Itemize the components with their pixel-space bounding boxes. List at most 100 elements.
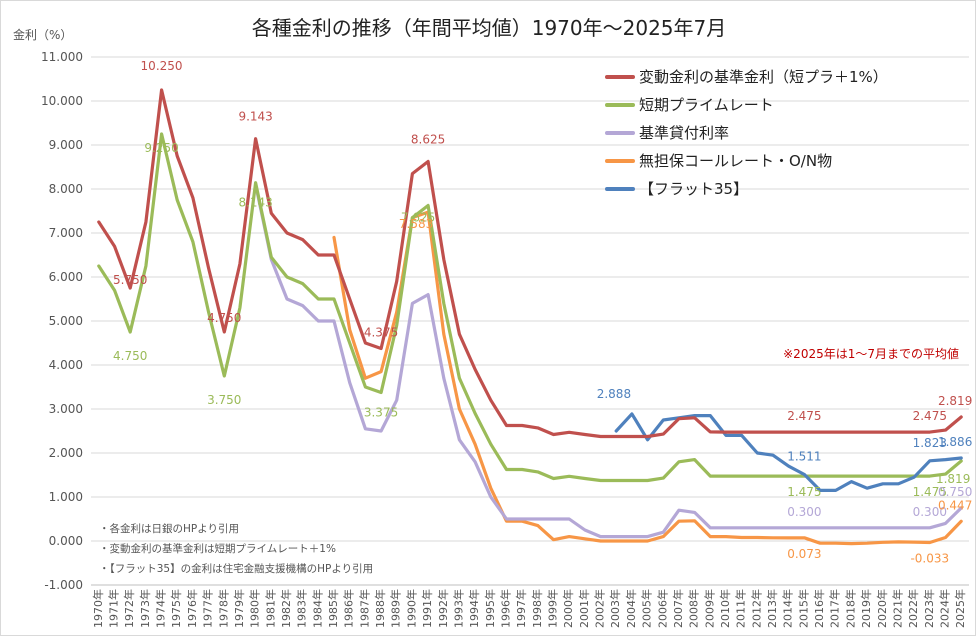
y-tick-label: 5.000 [49, 314, 83, 328]
data-label: -0.033 [910, 551, 949, 565]
x-tick-label: 2009年 [702, 589, 716, 628]
x-tick-label: 2000年 [561, 589, 575, 628]
x-tick-label: 1986年 [342, 589, 356, 628]
data-labels: 5.750 10.250 4.750 9.143 4.375 8.625 2.475 2.47… [113, 59, 972, 565]
series-line-4 [614, 412, 963, 492]
x-tick-label: 1990年 [404, 589, 418, 628]
y-tick-label: 4.000 [49, 358, 83, 372]
x-tick-label: 2016年 [812, 589, 826, 628]
y-tick-label: 0.000 [49, 534, 83, 548]
data-label: 5.750 [113, 273, 147, 287]
series-line-3 [332, 210, 963, 546]
legend: 変動金利の基準金利（短プラ＋1%） 短期プライムレート基準貸付利率無担保コールレー… [605, 68, 888, 198]
series-lines [97, 88, 963, 546]
x-tick-label: 2020年 [875, 589, 889, 628]
source-note-3: ・【フラット35】の金利は住宅金融支援機構のHPより引用 [99, 562, 373, 575]
series-line-1 [97, 132, 963, 483]
data-label: 1.886 [938, 435, 972, 449]
y-tick-label: 3.000 [49, 402, 83, 416]
legend-label: 基準貸付利率 [639, 124, 729, 142]
y-tick-label: 11.000 [41, 50, 83, 64]
data-label: 2.475 [787, 409, 821, 423]
data-label: 10.250 [141, 59, 183, 73]
x-tick-label: 1978年 [216, 589, 230, 628]
x-tick-label: 1995年 [483, 589, 497, 628]
y-tick-label: 2.000 [49, 446, 83, 460]
data-label: 0.300 [913, 505, 947, 519]
data-label: 1.475 [913, 485, 947, 499]
x-tick-label: 2023年 [922, 589, 936, 628]
x-tick-label: 2017年 [828, 589, 842, 628]
x-tick-label: 1985年 [326, 589, 340, 628]
x-tick-label: 1970年 [91, 589, 105, 628]
x-tick-label: 2013年 [765, 589, 779, 628]
data-label: 0.750 [938, 485, 972, 499]
x-tick-label: 1975年 [169, 589, 183, 628]
x-tick-label: 1979年 [232, 589, 246, 628]
y-tick-label: -1.000 [44, 578, 83, 592]
data-label: 1.819 [936, 472, 970, 486]
x-tick-label: 1987年 [357, 589, 371, 628]
x-tick-label: 2010年 [718, 589, 732, 628]
x-tick-label: 2012年 [749, 589, 763, 628]
x-tick-label: 1982年 [279, 589, 293, 628]
x-tick-label: 1972年 [122, 589, 136, 628]
data-label: 4.375 [364, 326, 398, 340]
x-tick-label: 1994年 [467, 589, 481, 628]
x-tick-label: 2015年 [796, 589, 810, 628]
data-label: 2.888 [597, 387, 631, 401]
data-label: 3.750 [207, 393, 241, 407]
series-line-2 [254, 183, 963, 539]
gridlines [91, 56, 969, 586]
data-label: 4.750 [207, 311, 241, 325]
data-label: 1.475 [787, 485, 821, 499]
x-tick-label: 2007年 [671, 589, 685, 628]
data-label: 7.583 [399, 217, 433, 231]
x-tick-label: 2002年 [593, 589, 607, 628]
series-line-0 [97, 88, 963, 439]
data-label: 2.475 [913, 409, 947, 423]
y-tick-label: 10.000 [41, 94, 83, 108]
chart-title: 各種金利の推移（年間平均値）1970年～2025年7月 [252, 16, 727, 40]
x-tick-label: 2006年 [655, 589, 669, 628]
x-tick-label: 2018年 [843, 589, 857, 628]
x-tick-label: 2001年 [577, 589, 591, 628]
data-label: 0.300 [787, 505, 821, 519]
legend-label: 短期プライムレート [639, 96, 774, 114]
y-tick-labels: -1.000 0.000 1.000 2.000 3.000 4.000 5.000 6.00… [41, 50, 83, 592]
legend-label: 無担保コールレート・O/N物 [639, 152, 832, 170]
data-label: 3.375 [364, 406, 398, 420]
x-tick-label: 1971年 [107, 589, 121, 628]
x-tick-label: 1998年 [530, 589, 544, 628]
x-tick-label: 1992年 [436, 589, 450, 628]
legend-label: 変動金利の基準金利（短プラ＋1%） [639, 68, 888, 86]
x-tick-label: 2019年 [859, 589, 873, 628]
x-tick-label: 1983年 [295, 589, 309, 628]
x-tick-label: 1999年 [546, 589, 560, 628]
data-label: 9.250 [144, 141, 178, 155]
x-tick-label: 1993年 [451, 589, 465, 628]
y-tick-label: 9.000 [49, 138, 83, 152]
x-tick-label: 1974年 [154, 589, 168, 628]
x-tick-label: 1991年 [420, 589, 434, 628]
x-tick-label: 1997年 [514, 589, 528, 628]
y-tick-label: 7.000 [49, 226, 83, 240]
legend-label: 【フラット35】 [639, 180, 748, 198]
x-tick-label: 2024年 [937, 589, 951, 628]
y-axis-label: 金利（%） [13, 27, 72, 42]
data-label: 2.819 [938, 394, 972, 408]
x-tick-label: 2003年 [608, 589, 622, 628]
x-tick-label: 2005年 [640, 589, 654, 628]
y-tick-label: 8.000 [49, 182, 83, 196]
data-label: 7.625 [401, 211, 435, 225]
x-tick-label: 1977年 [201, 589, 215, 628]
data-label: 9.143 [238, 110, 272, 124]
source-note-2: ・変動金利の基準金利は短期プライムレート＋1% [99, 542, 336, 555]
partial-year-notice: ※2025年は1～7月までの平均値 [783, 346, 959, 361]
y-tick-label: 1.000 [49, 490, 83, 504]
x-tick-label: 1984年 [310, 589, 324, 628]
data-label: 1.511 [787, 450, 821, 464]
x-tick-label: 1981年 [263, 589, 277, 628]
